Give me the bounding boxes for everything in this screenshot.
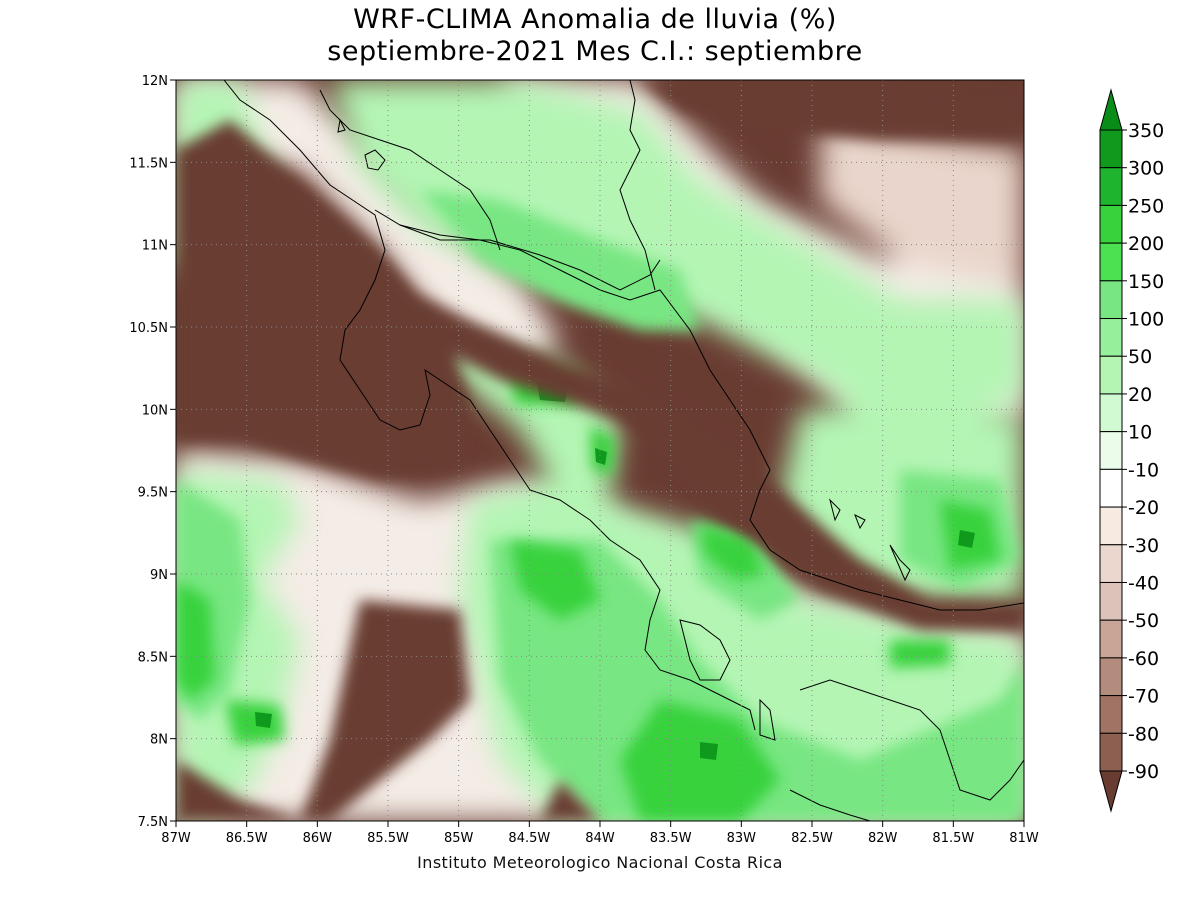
colorbar-swatch [1099, 468, 1123, 508]
lat-tick-label: 10N [142, 403, 168, 418]
lon-tick-label: 84W [585, 831, 615, 846]
lon-tick-label: 86.5W [226, 831, 268, 846]
lat-tick-label: 8N [150, 733, 168, 748]
lat-tick-label: 7.5N [138, 815, 168, 830]
colorbar-swatch [1099, 695, 1123, 734]
colorbar-label: 250 [1128, 195, 1164, 217]
colorbar-swatch [1099, 732, 1123, 772]
colorbar-top-arrow [1099, 88, 1123, 131]
lat-tick-label: 11N [142, 239, 168, 254]
lon-tick-label: 82W [868, 831, 898, 846]
colorbar-label: -20 [1128, 497, 1159, 519]
colorbar-label: 300 [1128, 158, 1164, 180]
colorbar-label: 200 [1128, 233, 1164, 255]
lat-tick-label: 10.5N [129, 321, 168, 336]
colorbar-swatch [1099, 204, 1123, 244]
colorbar-swatch [1099, 393, 1123, 433]
colorbar-label: 100 [1128, 309, 1164, 331]
colorbar-swatch [1099, 167, 1123, 206]
lon-tick-label: 87W [161, 831, 191, 846]
colorbar-label: -50 [1128, 610, 1159, 632]
colorbar-label: -40 [1128, 572, 1159, 594]
colorbar: 350 300 250 200 150 100 50 20 10 -10 -20 -30 -40 -50 -… [1099, 88, 1164, 813]
axis-ticks [170, 79, 1025, 827]
lat-tick-label: 12N [142, 74, 168, 89]
coastlines [223, 80, 1024, 821]
lat-tick-label: 9.5N [138, 486, 168, 501]
colorbar-label: -30 [1128, 535, 1159, 557]
colorbar-label: 150 [1128, 271, 1164, 293]
colorbar-label: 10 [1128, 422, 1152, 444]
lon-tick-label: 83.5W [650, 831, 692, 846]
map-subtitle: septiembre-2021 Mes C.I.: septiembre [327, 36, 863, 67]
colorbar-swatch [1099, 581, 1123, 621]
colorbar-label: 20 [1128, 384, 1152, 406]
lon-tick-label: 85W [444, 831, 474, 846]
colorbar-swatch [1099, 280, 1123, 320]
colorbar-swatch [1099, 431, 1123, 470]
lon-tick-label: 81.5W [932, 831, 974, 846]
lon-tick-label: 86W [303, 831, 333, 846]
colorbar-swatch [1099, 619, 1123, 659]
colorbar-label: -90 [1128, 761, 1159, 783]
credit-text: Instituto Meteorologico Nacional Costa R… [417, 853, 783, 872]
colorbar-label: -60 [1128, 648, 1159, 670]
lat-tick-label: 8.5N [138, 650, 168, 665]
lat-tick-label: 11.5N [129, 156, 168, 171]
longitude-labels: 87W 86.5W 86W 85.5W 85W 84.5W 84W 83.5W 83W 82.5W… [161, 831, 1039, 846]
colorbar-swatch [1099, 318, 1123, 357]
graticule [176, 80, 1024, 821]
lon-tick-label: 83W [727, 831, 757, 846]
colorbar-swatch [1099, 129, 1123, 169]
colorbar-swatch [1099, 242, 1123, 282]
colorbar-label: -80 [1128, 723, 1159, 745]
colorbar-swatch [1099, 355, 1123, 395]
colorbar-bottom-arrow [1099, 770, 1123, 813]
colorbar-swatch [1099, 657, 1123, 697]
colorbar-label: -10 [1128, 459, 1159, 481]
lat-tick-label: 9N [150, 568, 168, 583]
colorbar-label: 50 [1128, 346, 1152, 368]
colorbar-label: 350 [1128, 120, 1164, 142]
lon-tick-label: 84.5W [508, 831, 550, 846]
colorbar-swatch [1099, 544, 1123, 583]
map-title: WRF-CLIMA Anomalia de lluvia (%) [353, 4, 837, 35]
lon-tick-label: 81W [1009, 831, 1039, 846]
colorbar-label: -70 [1128, 686, 1159, 708]
colorbar-swatch [1099, 506, 1123, 546]
latitude-labels: 12N 11.5N 11N 10.5N 10N 9.5N 9N 8.5N 8N 7.5N [129, 74, 168, 830]
lon-tick-label: 82.5W [791, 831, 833, 846]
lon-tick-label: 85.5W [367, 831, 409, 846]
